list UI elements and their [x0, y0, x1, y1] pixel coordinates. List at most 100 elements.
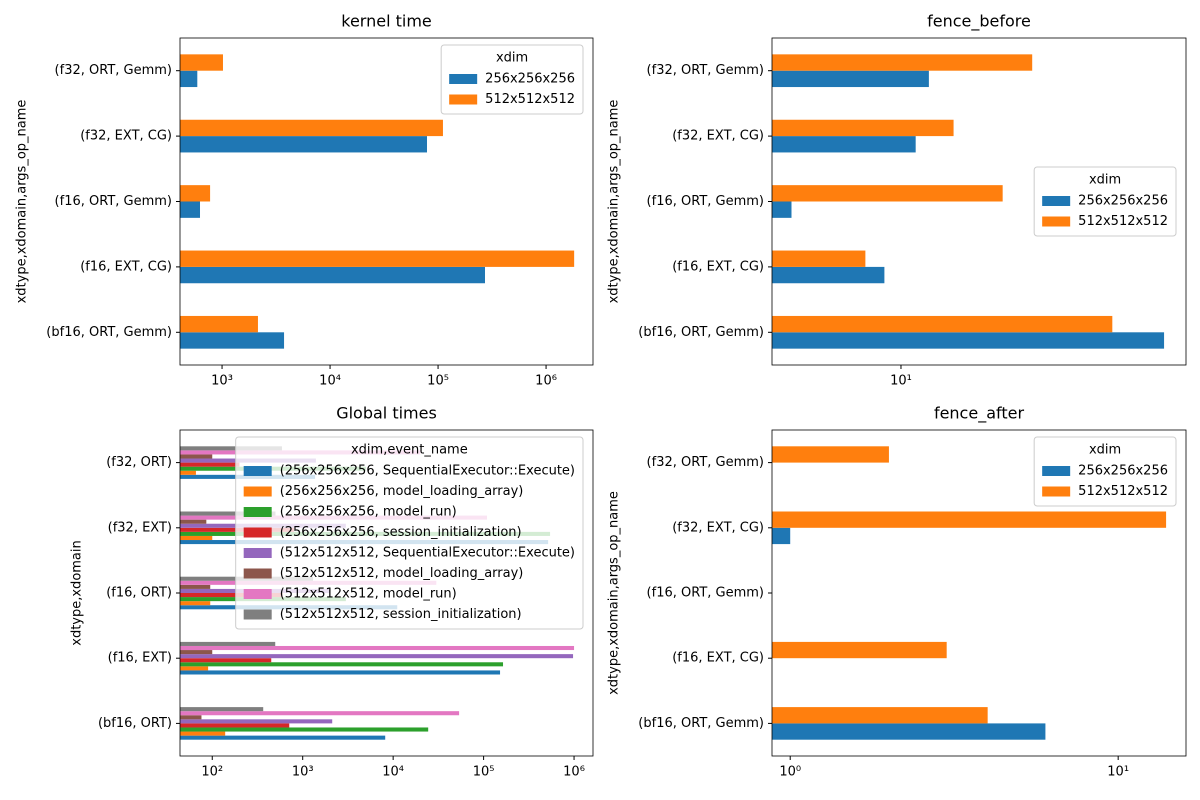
legend-label: (256x256x256, model_run): [280, 505, 457, 520]
bar: [180, 519, 207, 524]
bar: [772, 332, 1165, 349]
y-tick-label: (f32, ORT, Gemm): [647, 63, 764, 78]
y-tick-label: (f32, ORT, Gemm): [647, 455, 764, 470]
legend-swatch: [449, 74, 478, 84]
bar: [180, 511, 276, 516]
y-tick-label: (f16, ORT, Gemm): [55, 194, 172, 209]
x-tick-label: 10³: [211, 374, 233, 389]
legend: xdim 256x256x256 512x512x512: [1033, 436, 1177, 507]
bar: [180, 711, 460, 716]
chart-title: Global times: [336, 404, 437, 423]
bar: [772, 54, 1033, 71]
axes-frame: [179, 37, 594, 366]
chart-title: fence_after: [934, 404, 1025, 424]
y-axis-label: xdtype,xdomain,args_op_name: [607, 491, 622, 695]
bar: [772, 511, 1167, 528]
x-tick-label: 10⁵: [427, 374, 449, 389]
bar: [772, 136, 916, 153]
legend-swatch: [449, 94, 478, 105]
bar: [180, 266, 485, 284]
bar: [772, 250, 866, 267]
x-tick-label: 10²: [201, 765, 223, 780]
legend-label: 256x256x256: [1078, 194, 1168, 209]
y-tick-label: (f32, ORT, Gemm): [55, 63, 172, 78]
legend-swatch: [1042, 466, 1071, 476]
bar: [772, 315, 1113, 333]
y-tick-label: (bf16, ORT): [98, 716, 172, 731]
bar: [180, 727, 429, 732]
x-tick-label: 10⁶: [535, 374, 557, 389]
y-tick-label: (f32, EXT): [108, 520, 172, 535]
y-tick-label: (f16, ORT, Gemm): [647, 194, 764, 209]
bar: [180, 446, 282, 451]
legend-label: (512x512x512, SequentialExecutor::Execut…: [280, 546, 575, 561]
axes-frame: [771, 37, 1187, 366]
bar: [772, 527, 791, 545]
legend-swatch: [1042, 486, 1071, 497]
bar: [772, 723, 1046, 740]
legend: xdim,event_name (256x256x256, SequentialE…: [235, 436, 584, 630]
y-axis-label: xdtype,xdomain,args_op_name: [607, 100, 622, 304]
bar: [180, 454, 213, 459]
chart-title: kernel time: [341, 12, 432, 31]
y-tick-label: (f16, EXT): [108, 651, 172, 666]
bar: [180, 315, 258, 333]
bar: [772, 185, 1003, 202]
legend-label: (512x512x512, model_run): [280, 587, 457, 602]
bar: [180, 462, 240, 467]
bar: [180, 707, 264, 712]
legend-swatch: [243, 507, 272, 517]
bar: [180, 70, 198, 88]
x-tick-label: 10⁴: [319, 374, 341, 389]
bar: [180, 662, 504, 667]
y-tick-label: (f32, ORT): [106, 455, 172, 470]
bar: [180, 136, 428, 153]
y-tick-label: (f32, EXT, CG): [672, 129, 764, 144]
legend-swatch: [243, 609, 272, 620]
legend-swatch: [243, 466, 272, 476]
bar: [180, 250, 575, 267]
chart-title: fence_before: [927, 12, 1031, 32]
y-tick-label: (f16, ORT): [106, 586, 172, 601]
axes-frame: [771, 429, 1187, 757]
legend: xdim 256x256x256 512x512x512: [1033, 166, 1177, 237]
legend-label: (256x256x256, SequentialExecutor::Execut…: [280, 464, 575, 479]
bar: [180, 670, 501, 675]
bar: [180, 723, 290, 728]
y-tick-label: (f16, EXT, CG): [80, 259, 172, 274]
legend: xdim 256x256x256 512x512x512: [440, 44, 584, 115]
y-tick-label: (f16, EXT, CG): [672, 259, 764, 274]
y-tick-label: (f16, ORT, Gemm): [647, 586, 764, 601]
y-tick-label: (f16, EXT, CG): [672, 651, 764, 666]
legend-swatch: [243, 548, 272, 558]
y-tick-label: (f32, EXT, CG): [672, 520, 764, 535]
bar: [180, 601, 211, 606]
bar: [180, 731, 226, 736]
bar: [180, 119, 443, 137]
legend-label: (256x256x256, session_initialization): [280, 525, 522, 540]
legend-label: 512x512x512: [1078, 484, 1168, 499]
y-axis-label: xdtype,xdomain: [70, 540, 85, 646]
bar: [180, 650, 213, 655]
y-tick-label: (f32, EXT, CG): [80, 129, 172, 144]
bar: [180, 641, 276, 646]
x-tick-label: 10³: [292, 765, 314, 780]
bar: [180, 658, 272, 663]
legend-label: 512x512x512: [1078, 214, 1168, 229]
legend-label: 512x512x512: [485, 92, 575, 107]
legend-title: xdim: [1089, 443, 1121, 458]
y-tick-label: (bf16, ORT, Gemm): [46, 325, 172, 340]
legend-title: xdim: [1089, 173, 1121, 188]
axes-frame: [179, 429, 594, 757]
bar: [772, 201, 792, 218]
bar: [772, 707, 988, 724]
y-tick-label: (bf16, ORT, Gemm): [638, 325, 764, 340]
legend-swatch: [1042, 216, 1071, 227]
bar: [772, 446, 889, 463]
x-tick-label: 10⁰: [779, 765, 801, 780]
y-tick-label: (bf16, ORT, Gemm): [638, 716, 764, 731]
bar: [772, 70, 929, 88]
x-tick-label: 10⁴: [382, 765, 404, 780]
legend-swatch: [1042, 196, 1071, 206]
